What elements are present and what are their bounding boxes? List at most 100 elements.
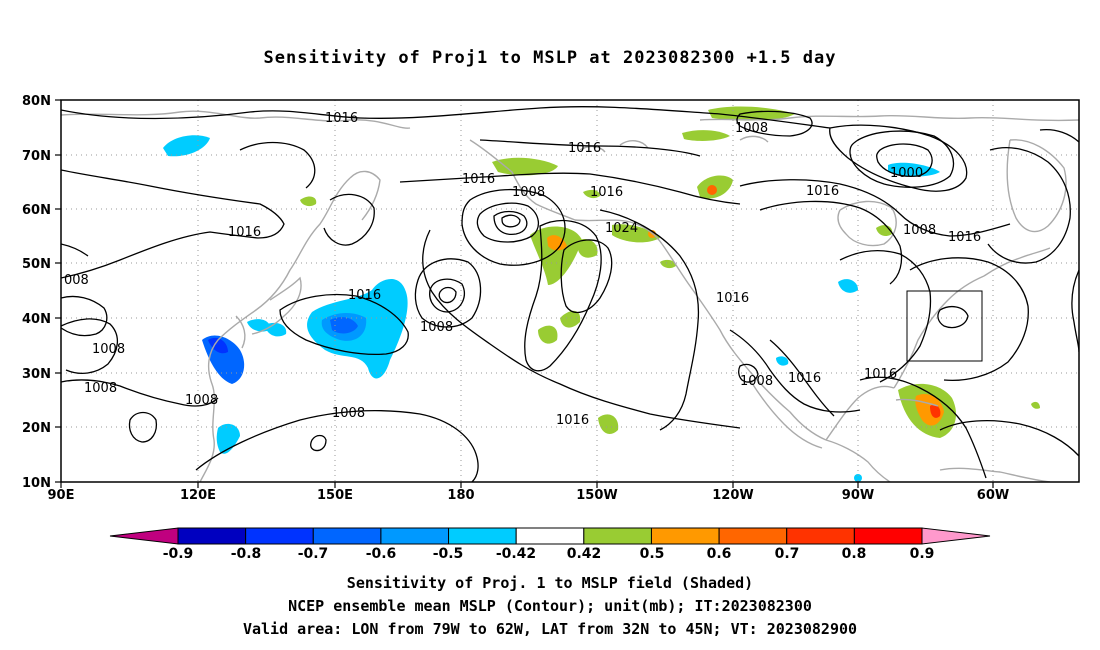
contour-1012-canada [759,200,903,285]
shade-green-arctic1 [708,106,795,121]
contour-1016-asia [61,169,285,279]
shade-red-caribbean [930,404,941,418]
coast-greenland [1006,139,1067,233]
y-tick-label: 20N [22,421,51,436]
colorbar: -0.9 -0.8 -0.7 -0.6 -0.5 -0.42 0.42 0.5 … [109,527,991,562]
contour-1008-ring-alaska [849,130,955,188]
contour-1016-atl-south [939,419,1079,457]
caption-contour: NCEP ensemble mean MSLP (Contour); unit(… [288,597,812,615]
coast-south-america [939,467,1051,482]
y-tick-label: 10N [22,476,51,491]
contour-1008-low-ring3 [501,214,521,228]
contour-1008-ring-west1 [429,278,465,313]
colorbar-box [718,527,788,545]
colorbar-low-triangle [109,527,179,545]
contour-1016-north [61,106,831,129]
shade-green-pac7 [583,189,600,199]
coast-asia-north [61,110,411,129]
coast-hudson [837,200,897,247]
tick-marks [55,99,994,488]
y-tick-label: 50N [22,257,51,272]
contour-label: 1008 [185,393,218,408]
coastlines [61,110,1079,482]
contour-label: 1016 [556,413,589,428]
colorbar-label: 0.42 [567,546,602,562]
contour-1016-sw [61,318,118,375]
contour-label: 1016 [788,371,821,386]
contour-1016-east-ridge [599,209,700,431]
colorbar-box [312,527,382,545]
contour-1012-west [414,258,482,328]
colorbar-label: 0.7 [775,546,800,562]
contour-1016-ridge [422,229,741,429]
contour-1016-mex2 [769,339,835,417]
x-tick-label: 90W [842,488,874,503]
contour-1016-greenland-east [1039,128,1079,143]
colorbar-label: -0.6 [366,546,397,562]
colorbar-labels: -0.9 -0.8 -0.7 -0.6 -0.5 -0.42 0.42 0.5 … [163,546,935,562]
contour-label: 1016 [228,225,261,240]
contour-1016-asia-west [61,243,89,257]
coast-korea [235,315,246,349]
chart-title: Sensitivity of Proj1 to MSLP at 20230823… [263,48,837,68]
contour-1008-ring-west2 [438,286,457,304]
contour-label: 008 [64,273,89,288]
coast-mexico [749,379,823,449]
y-tick-label: 30N [22,367,51,382]
contour-1008-low-ring2 [493,210,528,236]
shade-blue-japan1 [247,319,271,332]
colorbar-label: -0.42 [496,546,536,562]
colorbar-box [853,527,923,545]
shade-blue-newfoundland [838,279,858,293]
y-tick-label: 60N [22,203,51,218]
contour-1016-far-east [987,147,1071,264]
coast-central-america [825,439,891,482]
contour-1000-ring [876,143,933,178]
contour-labels: 1016 1016 1016 1016 1016 1016 1016 1016 … [64,111,981,428]
coast-asia-east [199,177,351,482]
colorbar-box [650,527,720,545]
contour-1012-low [461,188,566,266]
contour-1016-canada [739,179,1011,237]
colorbar-box [448,527,517,545]
contour-1016-caribbean [859,376,987,479]
contour-label: 1016 [948,230,981,245]
shade-green-pac1 [577,238,598,258]
contour-label: 1008 [735,121,768,136]
colorbar-high-triangle [921,527,991,545]
colorbar-label: -0.9 [163,546,194,562]
contour-label: 1016 [716,291,749,306]
x-tick-label: 120E [180,488,216,503]
contour-label: 1008 [332,406,365,421]
contour-1016-bering [239,141,316,189]
colorbar-label: -0.5 [433,546,464,562]
contour-1016-kamchatka [323,193,375,246]
contour-1008-low-ring1 [476,202,539,243]
contour-1016-east-far [1071,269,1079,353]
contour-1016-npac [279,293,409,356]
contour-1008-phil [128,411,158,443]
contour-label: 1016 [568,141,601,156]
coast-alaska-west [469,139,576,221]
contour-1016-alaska1 [829,124,968,192]
valid-area-box [906,290,983,362]
contour-1008-asia-low [61,295,108,337]
shade-green-arctic2 [682,130,730,141]
colorbar-label: -0.7 [298,546,329,562]
coast-canada-west [661,243,827,441]
shade-blue2-china [208,337,228,354]
contour-1020-ridge [524,219,602,372]
contour-1008-small [310,434,327,452]
contour-label: 1016 [806,184,839,199]
shade-green-gulf-alaska [492,157,558,176]
y-tick-label: 40N [22,312,51,327]
colorbar-label: -0.8 [231,546,262,562]
contour-1008-ring-arctic [736,110,813,137]
contour-ring-atl [937,305,969,329]
shade-blue-small1 [854,474,862,482]
contour-1016-arctic [479,139,701,157]
coast-gulf [825,385,895,441]
plot-frame [60,99,1080,483]
colorbar-box [245,527,314,545]
mslp-contours [61,106,1079,482]
